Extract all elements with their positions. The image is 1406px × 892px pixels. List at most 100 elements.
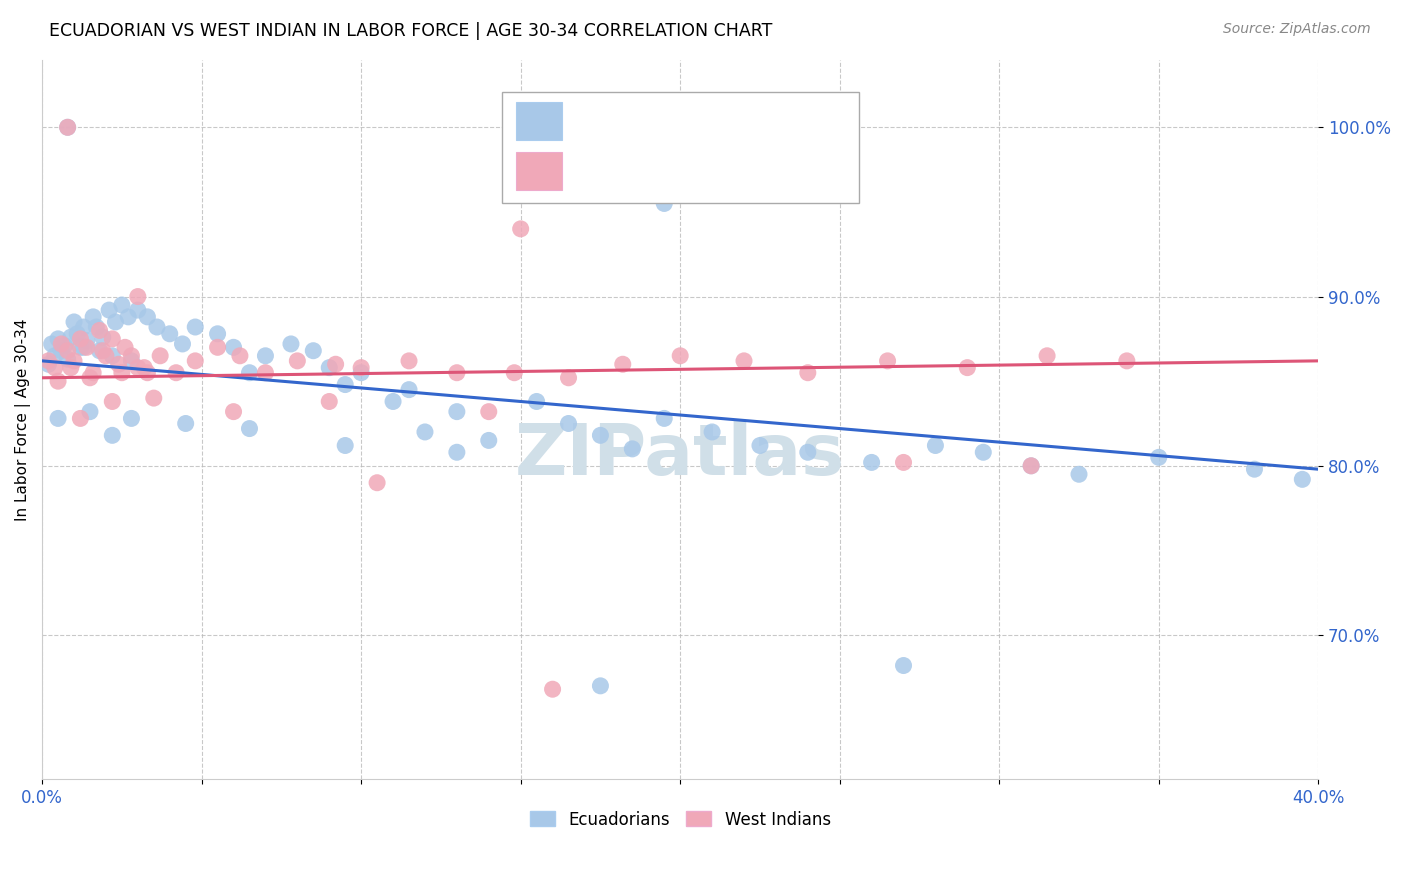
Point [69,340,91,354]
Point [46,374,69,388]
Point [876,354,898,368]
Point [82,366,104,380]
Point [229,349,252,363]
Point [107,357,129,371]
Point [56,343,79,358]
Point [238,421,260,435]
Point [56,120,79,135]
Point [503,366,526,380]
Point [446,445,468,459]
Point [79,371,101,385]
Point [733,354,755,368]
Point [749,438,772,452]
Point [94,349,117,363]
Point [446,404,468,418]
Point [37,357,59,371]
Point [207,340,229,354]
Point [172,337,194,351]
Point [59,360,82,375]
Point [1019,458,1042,473]
Point [621,442,644,456]
Point [509,222,531,236]
Point [302,343,325,358]
Point [526,394,548,409]
Point [104,315,127,329]
Legend: Ecuadorians, West Indians: Ecuadorians, West Indians [523,804,838,835]
Point [82,310,104,324]
Point [350,366,373,380]
Point [652,411,675,425]
Point [413,425,436,439]
Point [111,298,134,312]
Point [89,323,111,337]
Point [89,343,111,358]
Point [149,349,172,363]
Point [797,366,820,380]
Point [41,337,63,351]
Point [91,343,114,358]
Point [59,330,82,344]
Point [76,334,98,348]
Point [669,349,692,363]
Point [46,411,69,425]
Point [184,320,207,334]
Point [478,434,501,448]
Point [46,332,69,346]
Point [589,679,612,693]
Point [101,428,124,442]
Point [79,404,101,418]
Point [159,326,181,341]
Point [749,120,772,135]
Point [63,354,86,368]
Point [86,320,108,334]
Point [893,455,915,469]
Point [127,303,149,318]
Point [134,360,156,375]
Point [222,340,245,354]
Point [446,366,468,380]
Point [120,411,142,425]
Point [127,360,149,375]
Point [382,394,405,409]
Point [893,658,915,673]
Point [285,354,308,368]
Point [589,428,612,442]
Point [1019,458,1042,473]
Point [478,404,501,418]
Point [1115,354,1137,368]
Point [146,320,169,334]
Point [174,417,197,431]
Point [66,326,89,341]
Point [1036,349,1059,363]
Point [350,360,373,375]
Point [366,475,388,490]
Point [127,289,149,303]
Text: Source: ZipAtlas.com: Source: ZipAtlas.com [1223,22,1371,37]
Text: ZIPatlas: ZIPatlas [515,421,845,490]
Point [117,310,139,324]
Point [101,349,124,363]
Point [325,357,347,371]
Point [1067,467,1090,482]
Point [136,366,159,380]
Point [238,366,260,380]
Point [956,360,979,375]
Point [318,360,340,375]
Point [72,340,94,354]
Point [56,352,79,367]
Point [318,394,340,409]
Point [924,438,946,452]
Point [136,310,159,324]
Point [557,371,579,385]
Point [1243,462,1265,476]
Point [120,349,142,363]
Point [1147,450,1170,465]
Point [1291,472,1313,486]
Point [72,320,94,334]
Point [557,417,579,431]
Point [280,337,302,351]
Point [56,120,79,135]
Point [44,360,66,375]
Point [398,383,420,397]
Point [165,366,187,380]
